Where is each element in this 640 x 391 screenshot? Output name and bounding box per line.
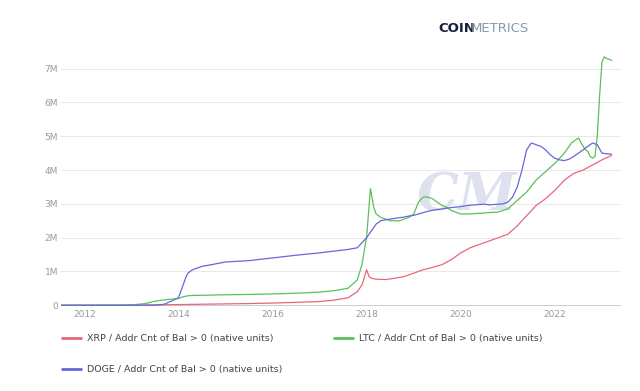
Text: CM: CM — [417, 170, 516, 221]
Text: DOGE / Addr Cnt of Bal > 0 (native units): DOGE / Addr Cnt of Bal > 0 (native units… — [87, 365, 282, 374]
Text: XRP / Addr Cnt of Bal > 0 (native units): XRP / Addr Cnt of Bal > 0 (native units) — [87, 334, 273, 343]
Text: COIN: COIN — [438, 22, 476, 34]
Text: LTC / Addr Cnt of Bal > 0 (native units): LTC / Addr Cnt of Bal > 0 (native units) — [359, 334, 543, 343]
Text: METRICS: METRICS — [470, 22, 529, 34]
